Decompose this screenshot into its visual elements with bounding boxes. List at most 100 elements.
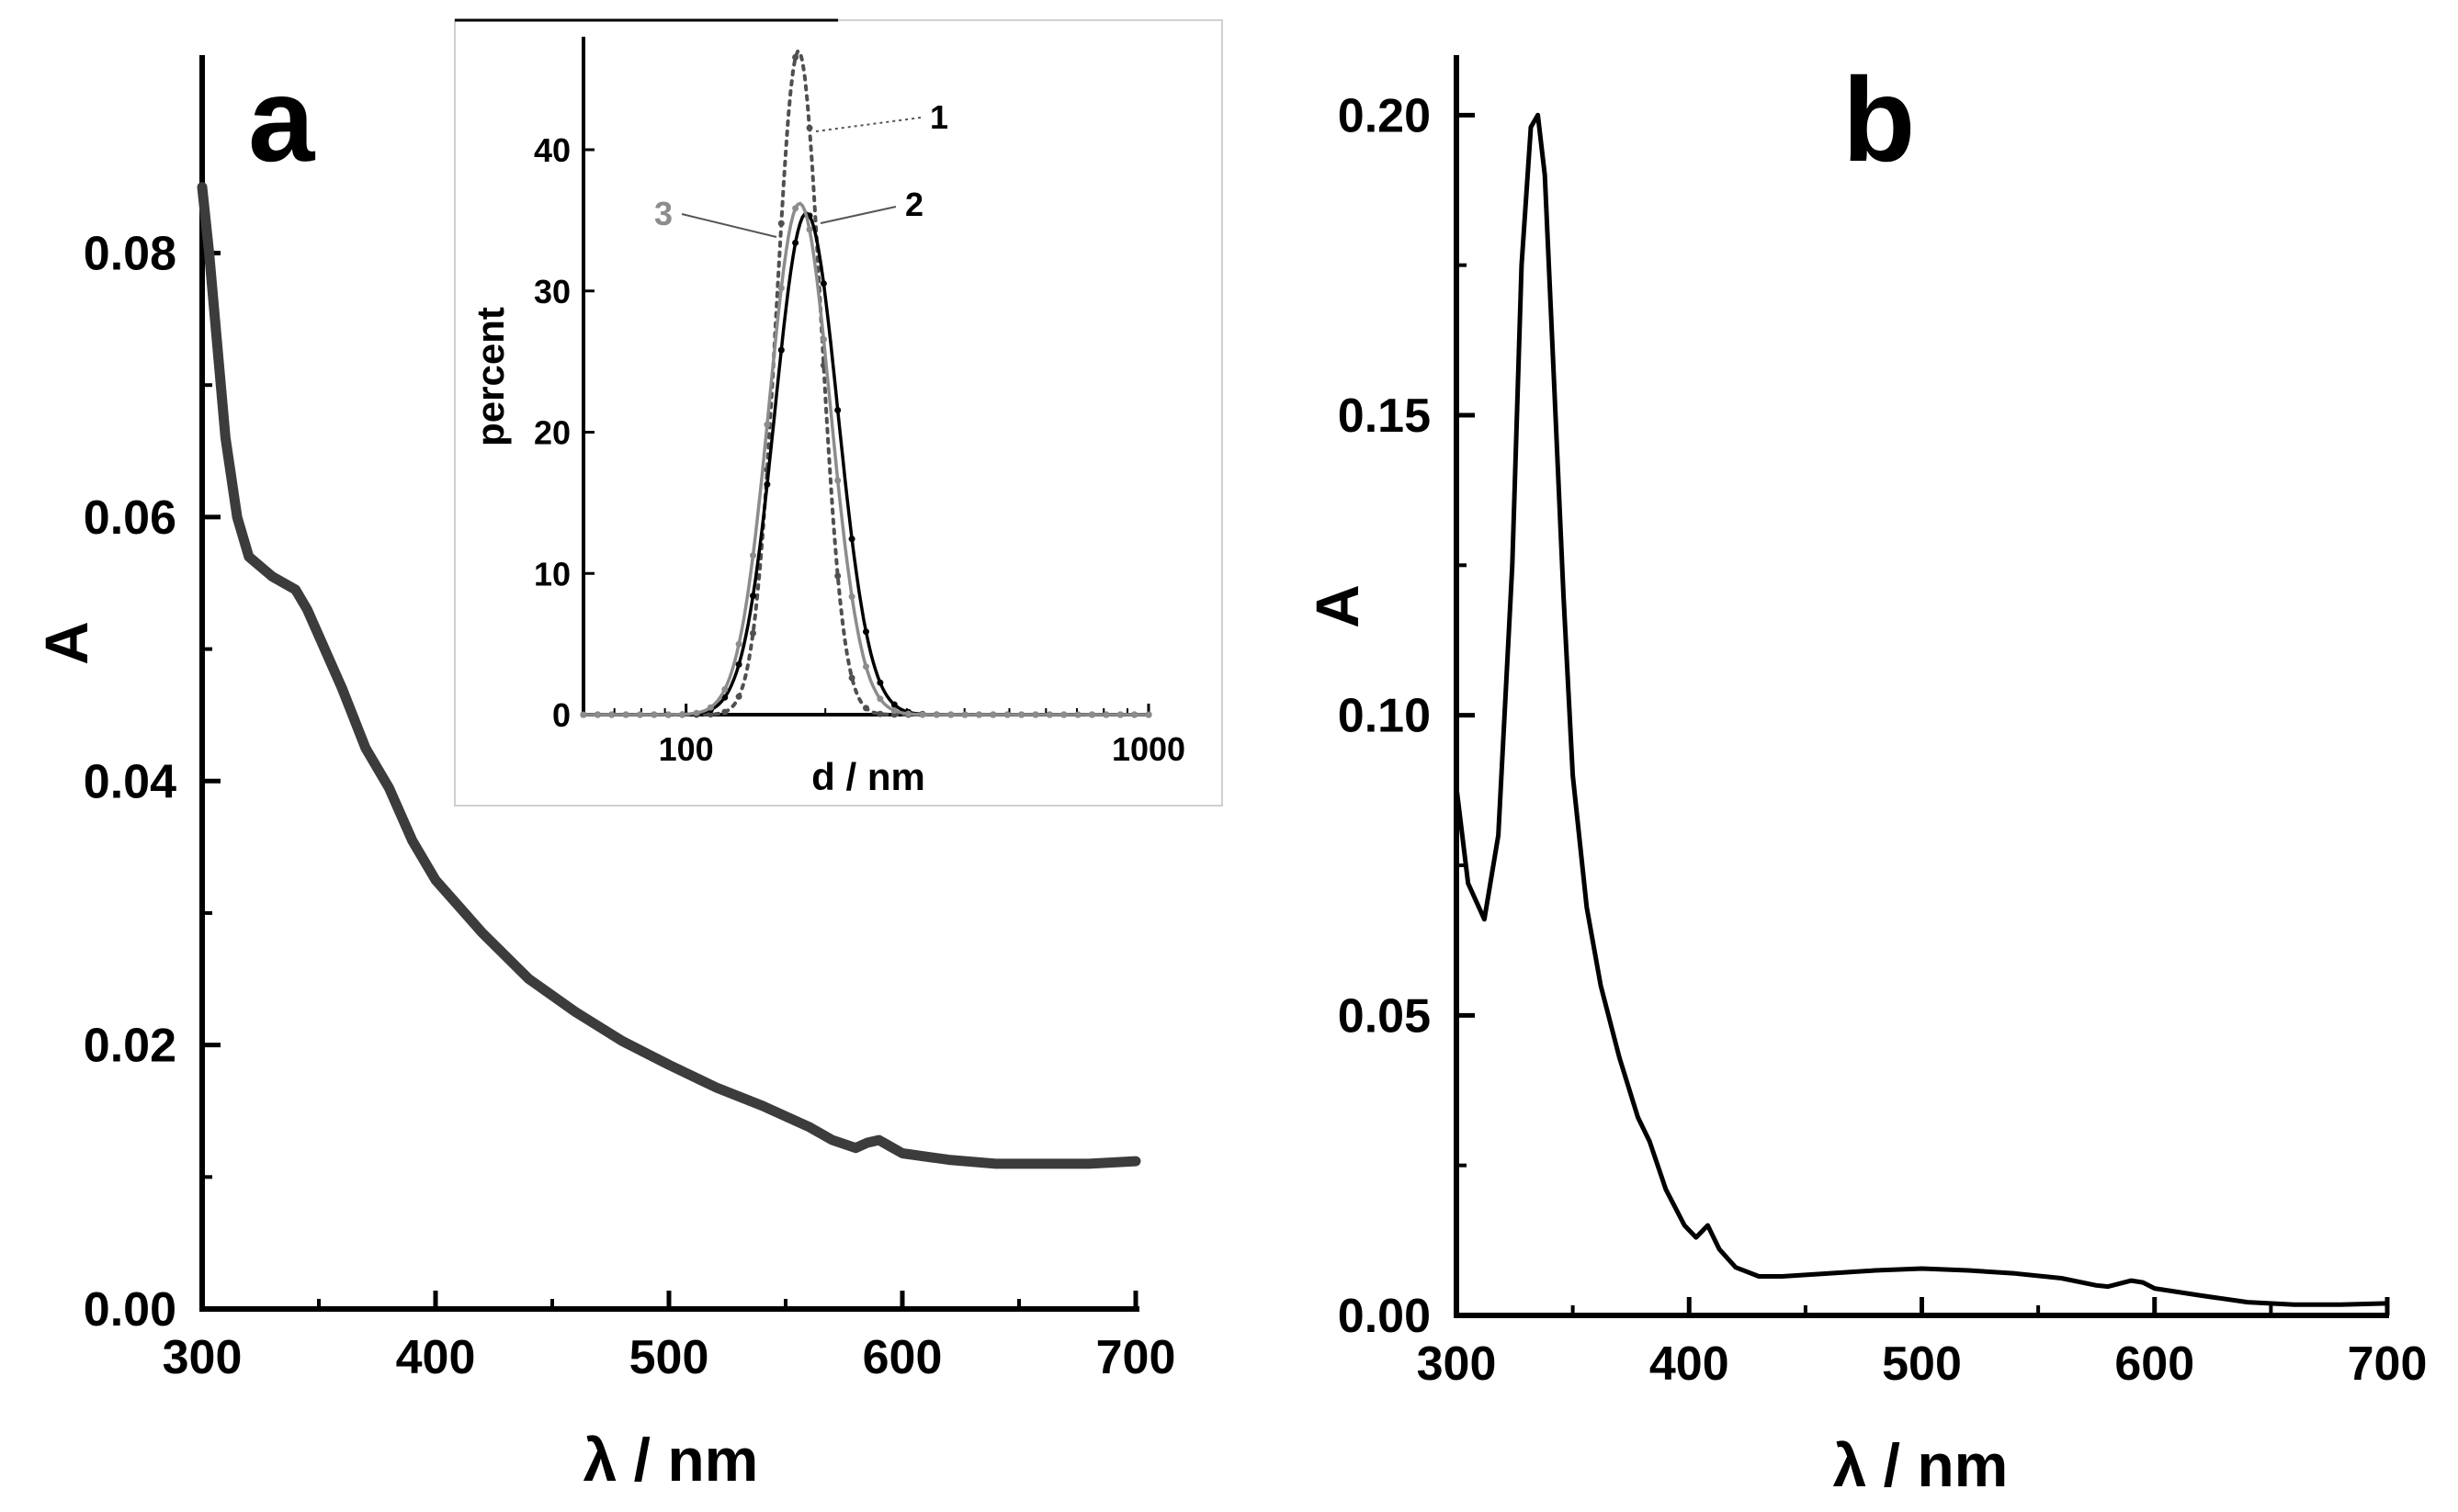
panel-b-x-tick-label: 500	[1882, 1337, 1962, 1391]
inset-series-2-point	[848, 536, 855, 543]
inset-series-3-point	[637, 711, 643, 718]
panel-b-x-tick-label: 300	[1417, 1337, 1497, 1391]
panel-b-y-tick-label: 0.20	[1338, 89, 1431, 142]
panel-a-xlabel: λ / nm	[583, 1426, 759, 1494]
inset-annotation-label: 3	[654, 195, 673, 232]
inset-series-3-point	[1032, 711, 1039, 718]
panel-a-x-tick-label: 400	[396, 1331, 476, 1384]
inset-series-3-point	[976, 711, 982, 718]
panel-a-x-tick-label: 600	[863, 1331, 943, 1384]
inset-series-3-point	[1018, 711, 1025, 718]
inset-series-3-point	[764, 421, 771, 428]
inset-series-2-point	[735, 660, 742, 668]
inset-series-2-point	[877, 679, 884, 686]
inset-series-3-point	[608, 711, 616, 718]
inset-series-3-point	[877, 695, 884, 703]
inset-series-1-point	[806, 124, 813, 131]
panel-b-y-tick-label: 0.15	[1338, 389, 1431, 443]
inset-series-2-point	[750, 592, 756, 600]
panel-a-ylabel: A	[32, 621, 100, 665]
panel-a-letter: a	[248, 52, 316, 186]
inset-series-3-point	[933, 711, 940, 718]
inset-series-3-point	[848, 593, 855, 600]
inset-series-2-point	[890, 701, 898, 708]
panel-b-x-tick-label: 400	[1649, 1337, 1729, 1391]
panel-a-x-tick-label: 700	[1096, 1331, 1176, 1384]
inset-x-tick-label: 1000	[1112, 730, 1185, 768]
inset-series-3-point	[721, 686, 729, 693]
panel-b-xlabel: λ / nm	[1833, 1431, 2009, 1499]
inset-series-3-point	[1116, 711, 1124, 718]
panel-a-series-line	[197, 182, 1141, 1169]
inset-series-1-point	[721, 708, 729, 716]
panel-a-y-tick-label: 0.02	[84, 1020, 176, 1073]
inset-y-tick-label: 30	[534, 273, 571, 310]
inset-series-1-point	[848, 674, 855, 682]
panel-b-y-ticks: 0.00 0.05 0.10 0.15 0.20	[1338, 89, 1475, 1343]
inset-series-3-point	[792, 205, 799, 212]
inset-series-2-point	[792, 239, 799, 246]
inset-series-3-point	[1046, 711, 1053, 718]
inset-series-3-point	[664, 711, 672, 718]
inset-series-3-point	[834, 477, 842, 484]
inset-y-ticks: 0 10 20 30 40	[534, 131, 595, 734]
inset-annotation-label: 1	[930, 98, 948, 136]
panel-b-letter: b	[1842, 52, 1915, 186]
inset-annotations: 1 2 3	[654, 98, 948, 238]
inset-series-3-point	[1074, 711, 1082, 718]
inset-series-3-point	[947, 711, 955, 718]
inset-series-3-point	[961, 711, 968, 718]
panel-a-x-ticks: 300 400 500 600 700	[163, 1291, 1176, 1384]
inset-series-3-point	[990, 711, 997, 718]
inset-annotation-leader	[820, 206, 897, 224]
panel-a-x-tick-label: 500	[629, 1331, 709, 1384]
inset-series-3-point	[750, 552, 756, 559]
inset-series-1-point	[707, 711, 714, 718]
inset-series-2-point	[777, 346, 785, 354]
inset-series-3-point	[820, 336, 827, 344]
panel-b-y-tick-label: 0.00	[1338, 1290, 1431, 1343]
panel-b-y-tick-label: 0.10	[1338, 690, 1431, 743]
inset-series-3-point	[806, 226, 813, 233]
inset-series-3-point	[1131, 711, 1138, 718]
inset-y-tick-label: 10	[534, 555, 571, 592]
panel-b-ylabel: A	[1303, 584, 1371, 628]
inset-series-3-point	[1060, 711, 1068, 718]
inset-series-3-point	[890, 707, 898, 714]
inset-series-1-point	[877, 710, 884, 717]
inset-ylabel: percent	[469, 307, 512, 446]
inset-series-2-point	[820, 280, 827, 288]
panel-a-y-tick-label: 0.08	[84, 228, 176, 281]
inset-series-3-point	[693, 709, 700, 717]
inset-series-2-point	[834, 407, 842, 413]
panel-a-x-tick-label: 300	[163, 1331, 243, 1384]
inset-series-3-point	[622, 711, 629, 718]
inset-series-1-point	[792, 53, 799, 61]
inset-series-3-point	[919, 711, 926, 718]
inset-series-1-point	[777, 220, 785, 227]
panel-b-x-ticks: 300 400 500 600 700	[1417, 1297, 2428, 1391]
inset-series-1-point	[750, 629, 756, 637]
inset-series-3-point	[777, 285, 785, 292]
panel-b-y-tick-label: 0.05	[1338, 989, 1431, 1043]
inset: 0 10 20 30 40 100 1000 1 2 3 d / nm percent	[454, 18, 1223, 807]
inset-series-3-point	[594, 711, 601, 718]
inset-annotation-label: 2	[905, 186, 923, 223]
inset-series-3-point	[651, 711, 658, 718]
inset-series-3-point	[679, 711, 686, 718]
inset-series-2-point	[721, 694, 729, 701]
panel-b: 0.00 0.05 0.10 0.15 0.20 300 400 500 600 700 b λ…	[1303, 52, 2427, 1499]
panel-b-x-tick-label: 700	[2348, 1337, 2428, 1391]
inset-series-3-point	[1145, 711, 1152, 718]
inset-series-3-point	[905, 710, 912, 717]
inset-y-tick-label: 40	[534, 131, 571, 169]
inset-y-tick-label: 20	[534, 414, 571, 452]
inset-xlabel: d / nm	[811, 755, 925, 798]
inset-annotation-leader	[815, 117, 922, 132]
inset-series-3-point	[1089, 711, 1095, 718]
panel-a-y-tick-label: 0.00	[84, 1283, 176, 1337]
inset-series-3-point	[707, 704, 714, 711]
inset-series-2-point	[764, 480, 771, 488]
inset-series-3-point	[1103, 711, 1110, 718]
